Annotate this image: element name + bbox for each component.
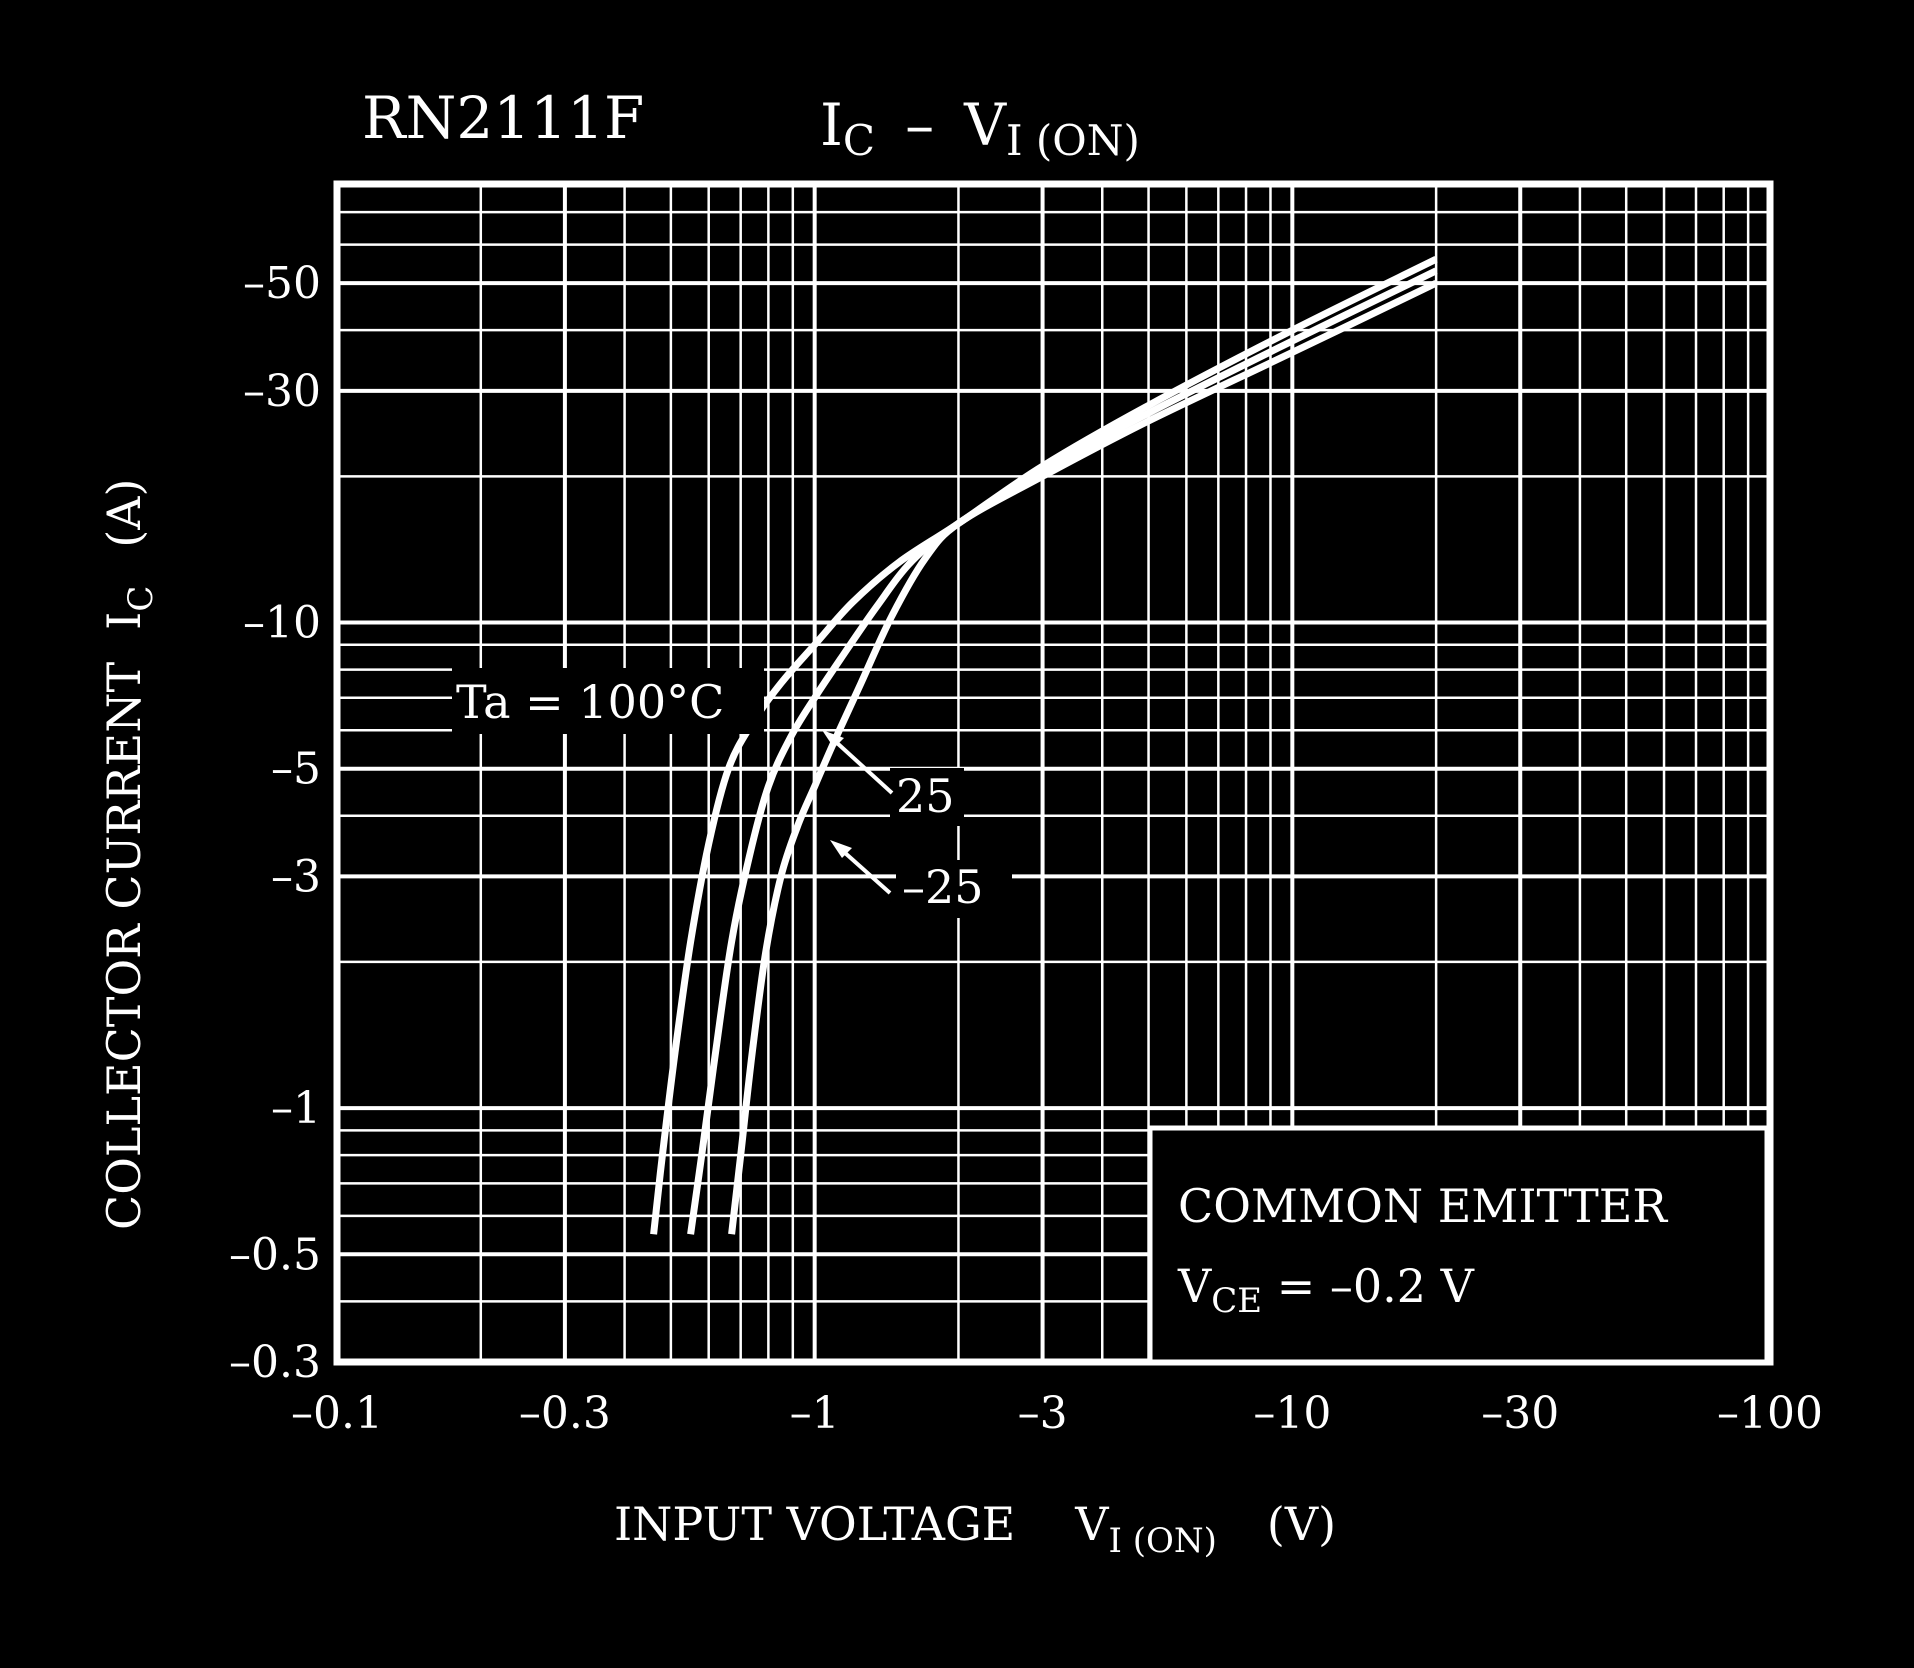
x-tick-label: –3 — [1018, 1388, 1068, 1439]
series-labels: Ta = 100°C 25 –25 — [452, 668, 1012, 918]
series-label-100-bg — [452, 668, 764, 734]
y-tick-label: –50 — [243, 258, 321, 309]
title-y-subscript: C — [843, 116, 875, 165]
title-dash: – — [905, 91, 934, 159]
x-axis-label: INPUT VOLTAGE VI (ON) (V) — [614, 1497, 1336, 1561]
y-tick-label: –3 — [271, 851, 321, 902]
x-tick-label: –0.1 — [291, 1388, 383, 1439]
series-line-1 — [687, 267, 1438, 1235]
x-tick-label: –30 — [1481, 1388, 1559, 1439]
y-axis-symbol: I — [97, 612, 151, 630]
x-axis-subscript: I (ON) — [1109, 1521, 1217, 1561]
series-label-25-arrowhead — [822, 730, 844, 748]
x-axis-symbol: V — [1074, 1497, 1109, 1551]
y-tick-label: –1 — [271, 1083, 321, 1134]
y-axis-subscript: C — [121, 586, 161, 612]
x-tick-label: –1 — [790, 1388, 840, 1439]
annotation-box — [1147, 1125, 1770, 1365]
series-label-ta-100: Ta = 100°C — [456, 675, 724, 729]
y-axis-unit: (A) — [97, 479, 151, 548]
x-axis-unit: (V) — [1267, 1497, 1336, 1551]
y-tick-label: –0.5 — [229, 1229, 321, 1280]
annotation-v-symbol: V — [1177, 1259, 1212, 1313]
chart-title-formula: IC – VI (ON) — [820, 91, 1140, 165]
annotation-vce: VCE = –0.2 V — [1177, 1259, 1475, 1321]
y-tick-label: –30 — [243, 366, 321, 417]
x-axis-label-text: INPUT VOLTAGE — [614, 1497, 1015, 1551]
y-axis-label-text: COLLECTOR CURRENT — [97, 662, 151, 1230]
series-label-25-bg — [890, 768, 964, 826]
series-label-m25-leader — [842, 850, 892, 895]
x-tick-label: –100 — [1717, 1388, 1823, 1439]
x-tick-label: –10 — [1253, 1388, 1331, 1439]
y-tick-labels: –0.3 –0.5 –1 –3 –5 –10 –30 –50 — [229, 258, 321, 1388]
series-curves — [650, 256, 1438, 1235]
title-y-symbol: I — [820, 91, 843, 159]
x-tick-labels: –0.1 –0.3 –1 –3 –10 –30 –100 — [291, 1388, 1823, 1439]
y-tick-label: –5 — [271, 744, 321, 795]
annotation-common-emitter: COMMON EMITTER — [1178, 1179, 1668, 1233]
series-line-0 — [650, 256, 1438, 1235]
y-axis-label: COLLECTOR CURRENT IC (A) — [97, 479, 161, 1230]
chart-title-device: RN2111F — [362, 84, 644, 152]
y-tick-label: –0.3 — [229, 1337, 321, 1388]
series-label-minus-25: –25 — [902, 860, 984, 914]
plot-frame — [333, 180, 1774, 1366]
title-x-symbol: V — [963, 91, 1007, 159]
series-label-25-leader — [834, 740, 894, 795]
x-tick-label: –0.3 — [519, 1388, 611, 1439]
title-x-subscript: I (ON) — [1006, 116, 1140, 165]
series-label-m25-bg — [896, 860, 1012, 918]
series-line-2 — [728, 279, 1438, 1235]
y-tick-label: –10 — [243, 598, 321, 649]
annotation-vce-value: = –0.2 V — [1262, 1259, 1475, 1313]
series-label-25: 25 — [896, 769, 955, 823]
series-label-m25-arrowhead — [830, 840, 852, 858]
annotation-ce-subscript: CE — [1211, 1281, 1262, 1321]
